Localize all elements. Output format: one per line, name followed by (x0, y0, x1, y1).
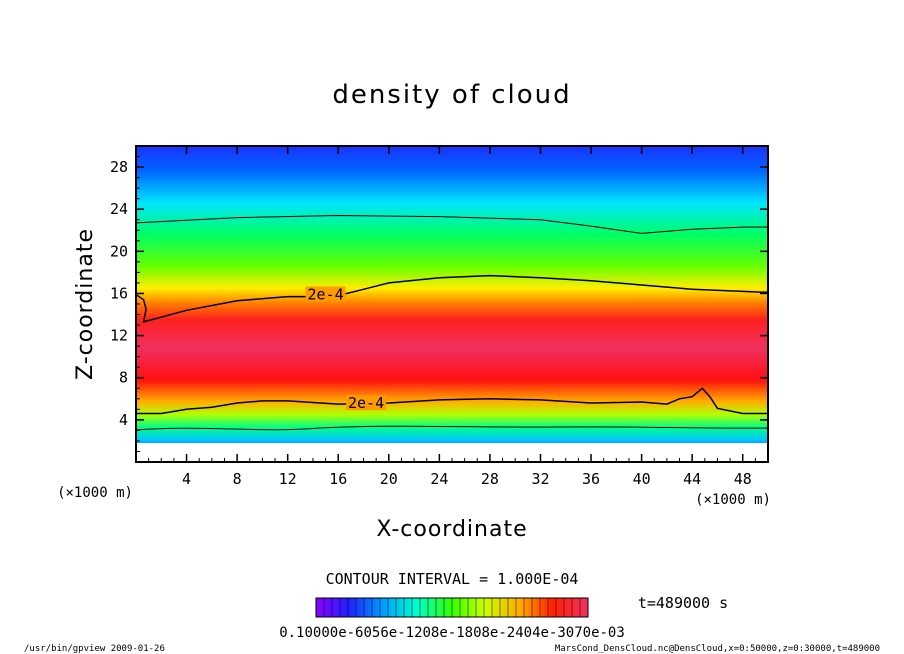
x-tick-label: 8 (233, 470, 242, 488)
x-unit-label-right: (×1000 m) (695, 492, 771, 508)
x-tick-label: 28 (481, 470, 499, 488)
colorbar-labels: 0.10000e-6056e-1208e-1808e-2404e-3070e-0… (279, 625, 625, 641)
contour-label-1: 2e-4 (348, 394, 384, 412)
x-tick-label: 40 (633, 470, 651, 488)
time-text: t=489000 s (638, 594, 728, 612)
x-tick-label: 24 (430, 470, 448, 488)
y-tick-label: 4 (119, 411, 128, 429)
x-tick-label: 48 (734, 470, 752, 488)
y-tick-label: 16 (110, 284, 128, 302)
y-tick-label: 20 (110, 242, 128, 260)
x-tick-label: 12 (279, 470, 297, 488)
contour-interval-text: CONTOUR INTERVAL = 1.000E-04 (326, 570, 579, 588)
x-tick-label: 20 (380, 470, 398, 488)
x-tick-label: 44 (683, 470, 701, 488)
y-axis-label: Z-coordinate (73, 228, 98, 380)
x-tick-label: 4 (182, 470, 191, 488)
footer-right: MarsCond_DensCloud.nc@DensCloud,x=0:5000… (555, 644, 880, 654)
contour-line-near-surface (136, 425, 768, 431)
x-unit-label-left: (×1000 m) (57, 485, 133, 501)
x-tick-label: 16 (329, 470, 347, 488)
y-tick-label: 28 (110, 158, 128, 176)
footer-left: /usr/bin/gpview 2009-01-26 (24, 644, 165, 654)
contour-label-bg-0 (305, 286, 346, 302)
y-tick-label: 8 (119, 369, 128, 387)
y-tick-label: 24 (110, 200, 128, 218)
colorbar-divisions (323, 598, 581, 617)
contour-label-bg-1 (346, 395, 387, 411)
x-tick-label: 36 (582, 470, 600, 488)
contour-line-outer (136, 214, 768, 234)
density-field (136, 146, 768, 462)
y-tick-label: 12 (110, 327, 128, 345)
surface-empty-region (136, 443, 768, 462)
x-tick-label: 32 (531, 470, 549, 488)
contour-line-lower-2e-4 (136, 387, 768, 415)
x-axis-label: X-coordinate (376, 517, 527, 542)
chart-title: density of cloud (332, 80, 571, 110)
contour-line-upper-2e-4 (136, 274, 768, 323)
contour-label-0: 2e-4 (308, 286, 344, 304)
